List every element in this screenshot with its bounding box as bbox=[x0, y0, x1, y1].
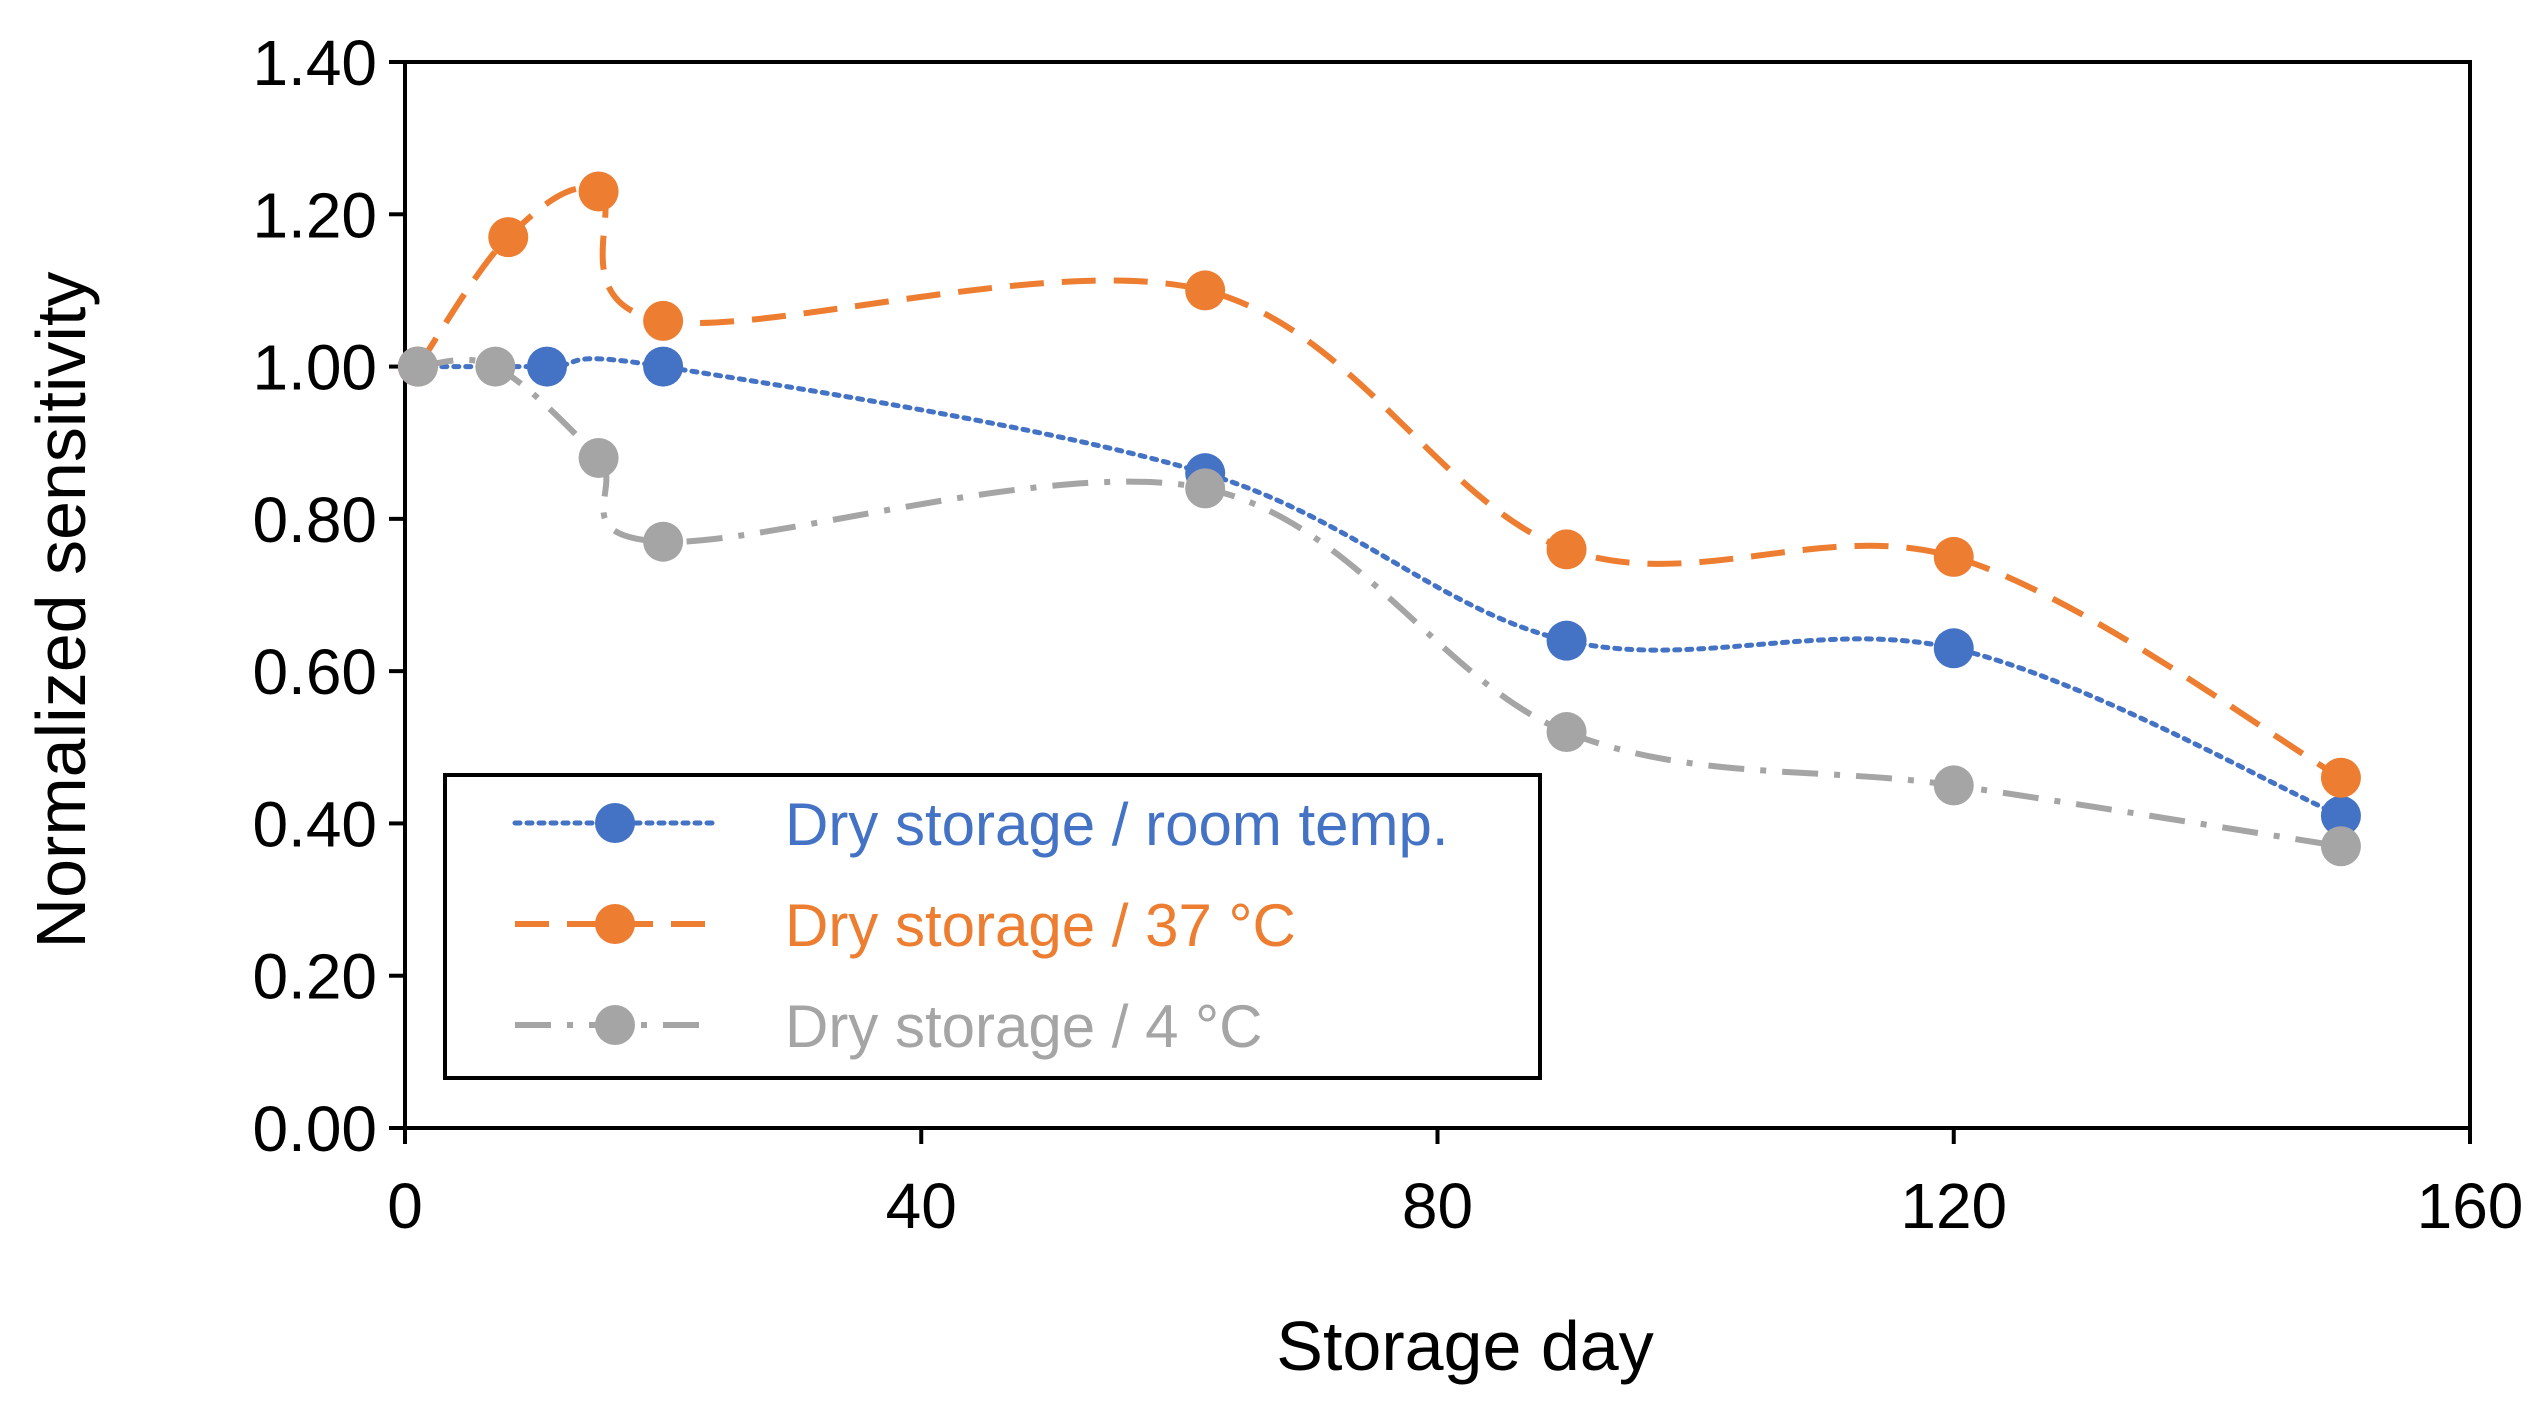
data-point-series-1 bbox=[526, 346, 567, 387]
legend-label-2: Dry storage / 37 °C bbox=[785, 892, 1296, 959]
x-axis-title: Storage day bbox=[1276, 1307, 1653, 1385]
data-point-series-2 bbox=[1185, 270, 1226, 311]
data-point-series-1 bbox=[1546, 620, 1587, 661]
x-tick-label: 120 bbox=[1900, 1170, 2007, 1242]
x-tick-label: 160 bbox=[2417, 1170, 2524, 1242]
x-tick-label: 0 bbox=[387, 1170, 423, 1242]
data-point-series-3 bbox=[397, 346, 438, 387]
data-point-series-2 bbox=[1546, 529, 1587, 570]
legend-marker-3 bbox=[595, 1005, 635, 1045]
data-point-series-3 bbox=[643, 521, 684, 562]
series-line-2 bbox=[415, 184, 2343, 781]
legend-label-1: Dry storage / room temp. bbox=[785, 791, 1449, 858]
y-tick-label: 0.00 bbox=[252, 1093, 377, 1165]
legend-label-3: Dry storage / 4 °C bbox=[785, 993, 1262, 1060]
data-point-series-1 bbox=[2320, 795, 2361, 836]
data-point-series-3 bbox=[1546, 712, 1587, 753]
x-tick-label: 40 bbox=[886, 1170, 957, 1242]
y-tick-label: 1.20 bbox=[252, 179, 377, 251]
data-point-series-2 bbox=[1933, 536, 1974, 577]
data-point-series-3 bbox=[578, 437, 619, 478]
series-line-1 bbox=[415, 356, 2344, 819]
data-point-series-3 bbox=[2320, 826, 2361, 867]
data-point-series-1 bbox=[1933, 628, 1974, 669]
data-point-series-3 bbox=[475, 346, 516, 387]
x-tick-label: 80 bbox=[1402, 1170, 1473, 1242]
y-tick-label: 0.60 bbox=[252, 636, 377, 708]
y-tick-label: 0.20 bbox=[252, 941, 377, 1013]
y-tick-label: 0.40 bbox=[252, 788, 377, 860]
y-axis-title: Normalized sensitivity bbox=[22, 272, 100, 949]
data-point-series-2 bbox=[2320, 757, 2361, 798]
data-point-series-2 bbox=[578, 171, 619, 212]
legend-marker-2 bbox=[595, 904, 635, 944]
y-tick-label: 0.80 bbox=[252, 484, 377, 556]
data-point-series-2 bbox=[488, 217, 529, 258]
y-tick-label: 1.00 bbox=[252, 332, 377, 404]
y-tick-label: 1.40 bbox=[252, 27, 377, 99]
legend-marker-1 bbox=[595, 803, 635, 843]
data-point-series-3 bbox=[1933, 765, 1974, 806]
data-point-series-2 bbox=[643, 300, 684, 341]
data-point-series-1 bbox=[643, 346, 684, 387]
data-point-series-3 bbox=[1185, 468, 1226, 509]
